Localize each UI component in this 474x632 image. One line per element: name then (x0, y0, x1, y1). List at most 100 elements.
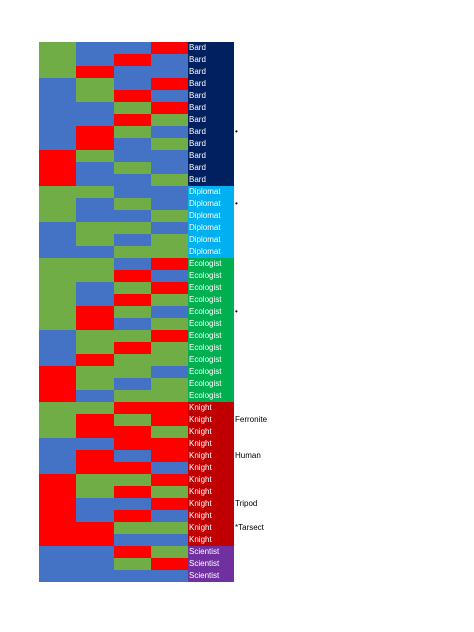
color-cell (76, 102, 114, 114)
color-cell (76, 162, 114, 174)
color-cell (150, 66, 188, 78)
color-cell (150, 414, 188, 426)
color-cell (113, 402, 151, 414)
color-cell (39, 186, 77, 198)
role-label: Scientist (188, 570, 234, 582)
role-label: Bard (188, 162, 234, 174)
grid-row: Knight (39, 486, 234, 498)
color-cell (76, 54, 114, 66)
color-cell (39, 126, 77, 138)
grid-row: Ecologist (39, 354, 234, 366)
color-cell (76, 426, 114, 438)
role-label: Knight (188, 402, 234, 414)
color-cell (150, 78, 188, 90)
role-label: Ecologist (188, 390, 234, 402)
color-cell (39, 258, 77, 270)
grid-row: Knight (39, 414, 234, 426)
color-cell (39, 534, 77, 546)
role-label: Bard (188, 90, 234, 102)
color-cell (150, 402, 188, 414)
color-cell (39, 462, 77, 474)
role-label: Diplomat (188, 210, 234, 222)
color-cell (39, 42, 77, 54)
role-label: Bard (188, 54, 234, 66)
color-cell (113, 186, 151, 198)
role-label: Ecologist (188, 318, 234, 330)
color-cell (39, 510, 77, 522)
color-cell (113, 546, 151, 558)
color-cell (76, 198, 114, 210)
color-cell (76, 306, 114, 318)
color-cell (150, 534, 188, 546)
color-cell (39, 378, 77, 390)
color-cell (113, 114, 151, 126)
color-cell (76, 210, 114, 222)
color-cell (113, 258, 151, 270)
grid-row: Diplomat (39, 234, 234, 246)
role-label: Knight (188, 498, 234, 510)
color-cell (150, 258, 188, 270)
color-cell (39, 330, 77, 342)
grid-row: Ecologist (39, 258, 234, 270)
color-cell (76, 498, 114, 510)
color-cell (76, 150, 114, 162)
color-cell (150, 282, 188, 294)
color-cell (76, 342, 114, 354)
color-cell (113, 78, 151, 90)
role-label: Ecologist (188, 270, 234, 282)
color-cell (113, 414, 151, 426)
color-cell (113, 126, 151, 138)
color-cell (113, 366, 151, 378)
color-cell (76, 414, 114, 426)
color-cell (113, 54, 151, 66)
color-cell (76, 90, 114, 102)
grid-row: Ecologist (39, 366, 234, 378)
role-label: Scientist (188, 558, 234, 570)
grid-row: Ecologist (39, 294, 234, 306)
color-cell (150, 366, 188, 378)
grid-row: Diplomat (39, 210, 234, 222)
role-label: Ecologist (188, 258, 234, 270)
grid-row: Ecologist (39, 342, 234, 354)
color-cell (39, 150, 77, 162)
color-cell (150, 342, 188, 354)
color-cell (113, 426, 151, 438)
color-cell (39, 294, 77, 306)
color-cell (150, 126, 188, 138)
color-cell (76, 510, 114, 522)
grid-row: Knight (39, 438, 234, 450)
color-cell (39, 450, 77, 462)
grid-row: Diplomat (39, 198, 234, 210)
color-cell (113, 462, 151, 474)
role-label: Ecologist (188, 282, 234, 294)
color-cell (150, 222, 188, 234)
role-label: Bard (188, 66, 234, 78)
color-cell (150, 186, 188, 198)
grid-row: Ecologist (39, 306, 234, 318)
color-cell (150, 546, 188, 558)
color-cell (39, 66, 77, 78)
color-cell (150, 102, 188, 114)
color-cell (39, 210, 77, 222)
color-cell (113, 42, 151, 54)
color-cell (39, 354, 77, 366)
color-cell (76, 234, 114, 246)
grid-row: Bard (39, 102, 234, 114)
role-label: Diplomat (188, 222, 234, 234)
grid-row: Diplomat (39, 246, 234, 258)
color-cell (76, 462, 114, 474)
grid-row: Scientist (39, 558, 234, 570)
color-cell (113, 294, 151, 306)
color-cell (76, 78, 114, 90)
color-cell (113, 330, 151, 342)
color-cell (113, 150, 151, 162)
color-cell (113, 534, 151, 546)
color-cell (39, 486, 77, 498)
grid-row: Knight (39, 426, 234, 438)
role-color-grid: Bard Bard Bard Bard Bard Bard Bard Bard Bard Bard… (39, 42, 234, 582)
side-label: • (235, 199, 238, 208)
grid-row: Diplomat (39, 186, 234, 198)
grid-row: Knight (39, 462, 234, 474)
color-cell (39, 522, 77, 534)
color-cell (39, 558, 77, 570)
